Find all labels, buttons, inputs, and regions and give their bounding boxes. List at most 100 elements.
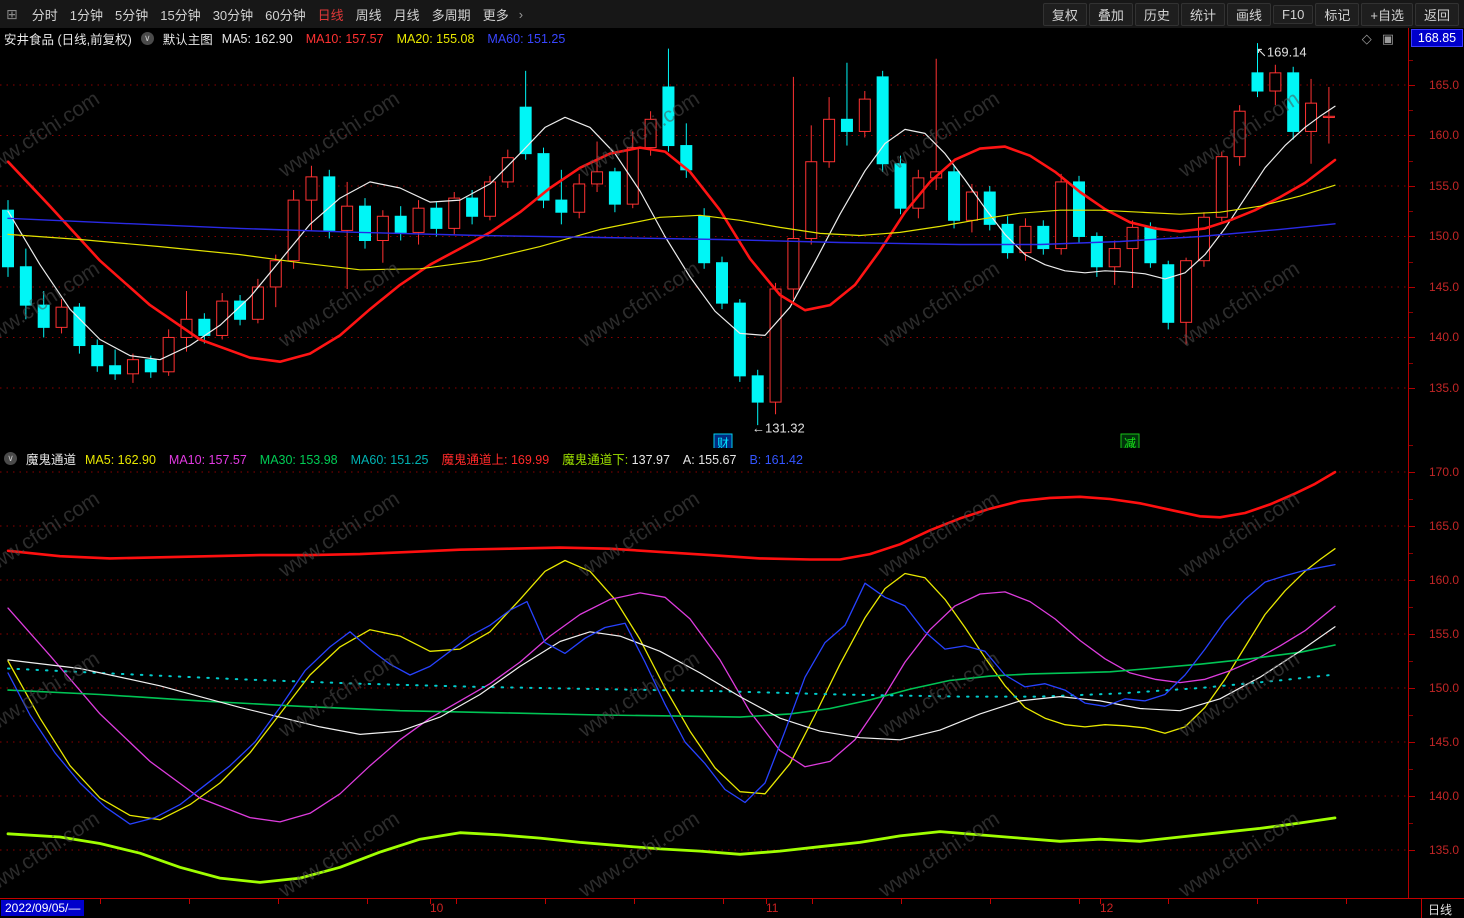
toolbar-button-历史[interactable]: 历史 [1134, 2, 1179, 26]
period-tab-分时[interactable]: 分时 [31, 7, 58, 23]
period-label[interactable]: 日线 [1428, 903, 1453, 917]
candle [144, 359, 157, 373]
event-marker-财[interactable]: 财 [717, 437, 729, 449]
line-MA60 [7, 217, 1336, 246]
axis-label: 145.0 [1428, 280, 1459, 294]
candle [109, 365, 122, 375]
candle [555, 199, 568, 213]
period-tab-5分钟[interactable]: 5分钟 [114, 7, 149, 23]
candle [126, 359, 139, 375]
period-tab-15分钟[interactable]: 15分钟 [160, 7, 201, 23]
toolbar-button-统计[interactable]: 统计 [1180, 2, 1225, 26]
period-tab-30分钟[interactable]: 30分钟 [212, 7, 254, 23]
line-MA5 [7, 548, 1336, 821]
toolbar-button-画线[interactable]: 画线 [1226, 2, 1271, 26]
period-tabs: 分时 1分钟 5分钟 15分钟 30分钟 60分钟 日线 周线 月线 多周期 更多 [26, 5, 515, 24]
axis-label: 150.0 [1428, 229, 1459, 243]
candle [73, 306, 86, 347]
axis-label: 165.0 [1428, 78, 1459, 92]
candle [662, 86, 675, 147]
candle [1001, 223, 1014, 254]
axis-label: 165.0 [1428, 519, 1459, 533]
candle [1322, 115, 1335, 118]
app-icon[interactable]: ⊞ [6, 5, 18, 22]
candle [1019, 225, 1032, 254]
candle [876, 76, 889, 165]
candle [305, 176, 318, 201]
candle [626, 147, 639, 205]
line-MA5 [7, 105, 1336, 361]
line-A [7, 626, 1336, 741]
toolbar-button-叠加[interactable]: 叠加 [1088, 2, 1133, 26]
toolbar-right: 复权 叠加 历史 统计 画线 F10 标记 +自选 返回 [1042, 2, 1464, 26]
candle [1180, 260, 1193, 323]
candle [573, 183, 586, 213]
line-MA60 [7, 667, 1336, 698]
toolbar-button-返回[interactable]: 返回 [1414, 2, 1459, 26]
period-tab-更多[interactable]: 更多 [482, 7, 509, 23]
candle [448, 197, 461, 229]
month-label-11: 11 [766, 901, 779, 915]
candle [216, 300, 229, 336]
axis-label: 160.0 [1428, 573, 1459, 587]
axis-label: 140.0 [1428, 789, 1459, 803]
line-B [7, 563, 1336, 825]
event-marker-减[interactable]: 减 [1124, 437, 1136, 449]
candle [858, 98, 871, 132]
chevron-down-icon[interactable]: ∨ [140, 32, 154, 45]
latest-price-tag: 168.85 [1411, 29, 1463, 47]
candle [787, 237, 800, 290]
candle [965, 191, 978, 221]
indicator-panel[interactable]: ∨ 魔鬼通道 MA5: 162.90 MA10: 157.57 MA30: 153.… [0, 445, 1464, 902]
candle [1126, 226, 1139, 250]
candle [269, 260, 282, 288]
chevron-right-icon[interactable]: › [518, 6, 524, 22]
candle [394, 215, 407, 233]
candle [91, 345, 104, 367]
toolbar-button-F10[interactable]: F10 [1272, 4, 1314, 24]
main-chart-panel[interactable]: ←131.32 ↖169.14 财减 安井食品 (日线,前复权) ∨ 默认主图 MA… [0, 28, 1464, 448]
date-label[interactable]: 2022/09/05/— [1, 900, 85, 916]
candle [894, 163, 907, 209]
candle [19, 266, 32, 306]
axis-label: 135.0 [1428, 381, 1459, 395]
price-annotation: ↖169.14 [1256, 45, 1307, 60]
period-tab-周线[interactable]: 周线 [355, 7, 382, 23]
candle [912, 177, 925, 209]
menubar: ⊞ 分时 1分钟 5分钟 15分钟 30分钟 60分钟 日线 周线 月线 多周期 更多 › 复权 叠加… [0, 0, 1464, 29]
toolbar-button-+自选[interactable]: +自选 [1361, 2, 1413, 26]
divider [1421, 899, 1422, 918]
axis-label: 160.0 [1428, 128, 1459, 142]
candle [1090, 235, 1103, 268]
candle [430, 207, 443, 229]
chevron-down-icon[interactable]: ∨ [4, 452, 17, 465]
candlestick-chart[interactable]: ←131.32 ↖169.14 财 减 [0, 28, 1408, 448]
period-tab-多周期[interactable]: 多周期 [431, 7, 471, 23]
candle [483, 181, 496, 217]
axis-label: 150.0 [1428, 681, 1459, 695]
axis-label: 155.0 [1428, 179, 1459, 193]
period-tab-60分钟[interactable]: 60分钟 [265, 7, 306, 23]
axis-label: 140.0 [1428, 330, 1459, 344]
indicator-chart[interactable] [0, 448, 1408, 898]
candle [1251, 72, 1264, 92]
candle [2, 209, 14, 268]
diamond-icon[interactable]: ◇ [1361, 31, 1372, 46]
candle [840, 118, 853, 132]
candle [1197, 216, 1210, 262]
candle [162, 336, 175, 373]
candle [733, 302, 746, 377]
toolbar-button-标记[interactable]: 标记 [1315, 2, 1360, 26]
candle [1287, 72, 1300, 132]
period-tab-日线[interactable]: 日线 [317, 7, 344, 23]
period-tab-月线[interactable]: 月线 [393, 7, 420, 23]
candle [823, 118, 836, 163]
candle [376, 215, 389, 242]
candle [55, 306, 68, 328]
window-icon[interactable]: ▣ [1381, 31, 1394, 46]
candle [1305, 102, 1318, 132]
axis-label: 170.0 [1428, 465, 1459, 479]
toolbar-button-复权[interactable]: 复权 [1042, 2, 1087, 26]
period-tab-1分钟[interactable]: 1分钟 [69, 7, 103, 23]
